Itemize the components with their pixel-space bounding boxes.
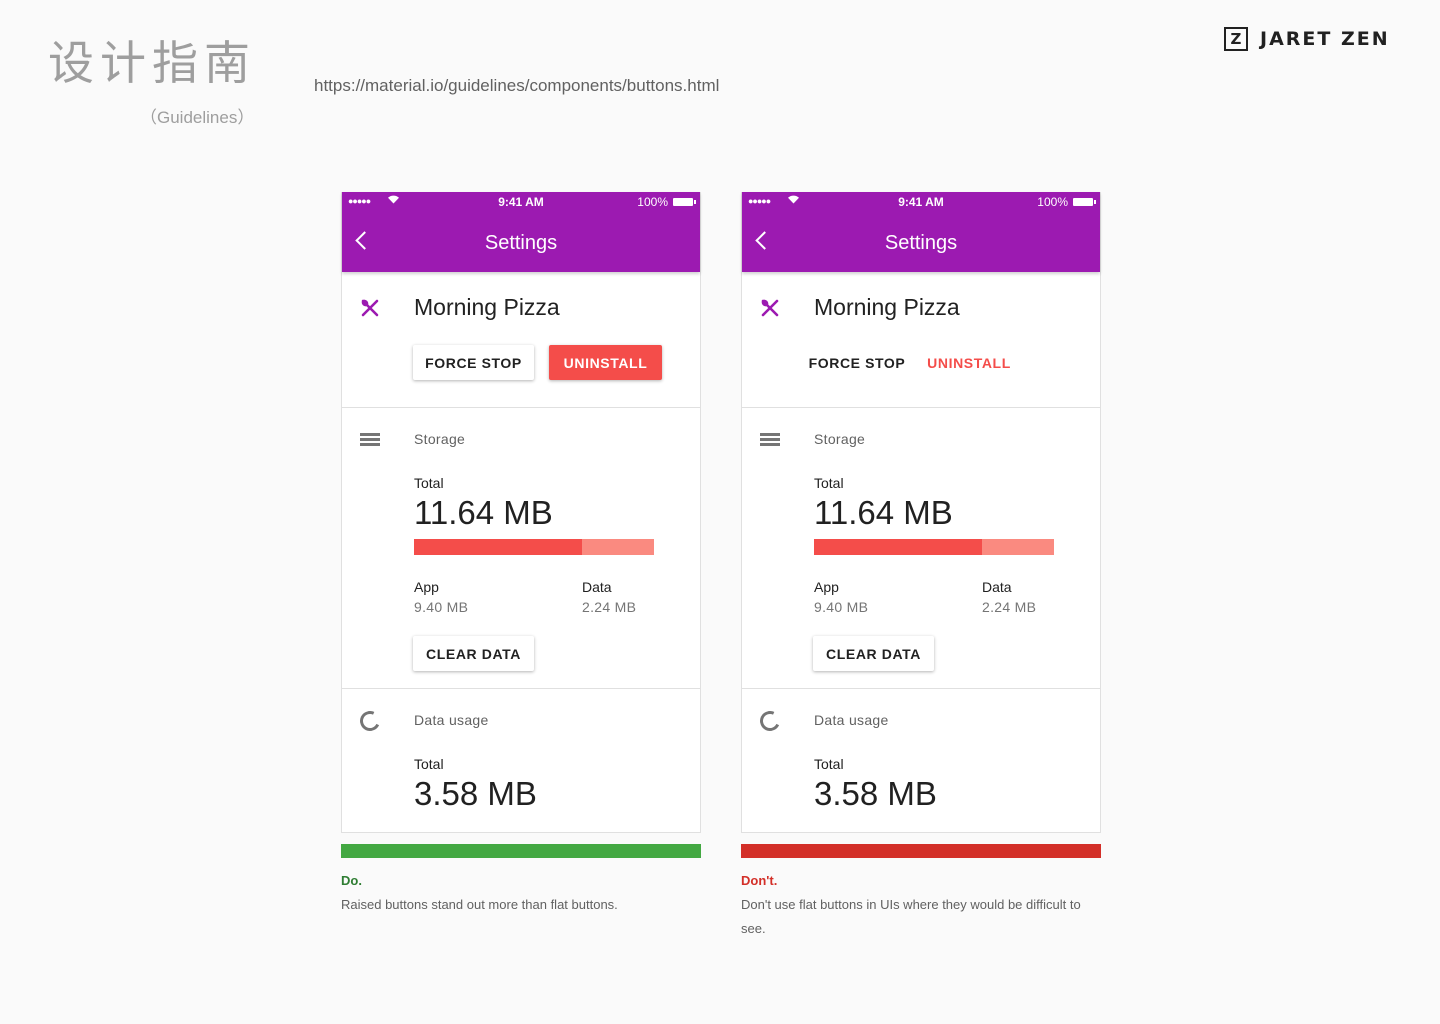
storage-total-label: Total — [814, 475, 844, 491]
guide-subtitle: （Guidelines） — [140, 108, 255, 127]
restaurant-icon — [361, 299, 379, 317]
battery-percent: 100% — [637, 195, 668, 209]
storage-total-label: Total — [414, 475, 444, 491]
app-size-value: 9.40 MB — [814, 599, 869, 615]
data-usage-section: Data usage Total 3.58 MB — [342, 689, 700, 832]
phone-screen: ●●●●● 9:41 AM 100% Settings Morning Pizz… — [341, 192, 701, 833]
app-bar: ●●●●● 9:41 AM 100% Settings — [342, 192, 700, 272]
storage-icon — [760, 433, 780, 447]
status-time: 9:41 AM — [898, 195, 944, 209]
battery-icon — [1073, 198, 1096, 206]
status-bar: ●●●●● 9:41 AM 100% — [342, 192, 700, 212]
do-example-panel: ●●●●● 9:41 AM 100% Settings Morning Pizz… — [341, 192, 701, 917]
clear-data-button[interactable]: CLEAR DATA — [413, 636, 534, 671]
uninstall-button[interactable]: UNINSTALL — [927, 354, 1011, 371]
dont-example-panel: ●●●●● 9:41 AM 100% Settings Morning Pizz… — [741, 192, 1101, 941]
battery-percent: 100% — [1037, 195, 1068, 209]
data-usage-icon — [357, 708, 383, 734]
data-usage-total-label: Total — [414, 756, 444, 772]
do-label: Do. — [341, 873, 362, 888]
storage-section: Storage Total 11.64 MB App 9.40 MB Data … — [742, 408, 1100, 689]
status-bar: ●●●●● 9:41 AM 100% — [742, 192, 1100, 212]
storage-label: Storage — [414, 431, 466, 447]
data-usage-total-value: 3.58 MB — [414, 775, 537, 812]
storage-data-segment — [582, 539, 654, 555]
brand-name: JARET ZEN — [1260, 28, 1390, 50]
guide-title: 设计指南 — [48, 36, 256, 90]
storage-data-segment — [982, 539, 1054, 555]
storage-app-segment — [414, 539, 582, 555]
app-size-label: App — [814, 579, 839, 595]
screen-title: Settings — [884, 232, 958, 254]
do-note: Raised buttons stand out more than flat … — [341, 897, 618, 912]
data-usage-icon — [757, 708, 783, 734]
app-size-label: App — [414, 579, 439, 595]
storage-total-value: 11.64 MB — [414, 494, 553, 531]
wifi-icon — [787, 194, 800, 207]
battery-icon — [673, 198, 696, 206]
data-usage-label: Data usage — [414, 712, 489, 728]
guide-url[interactable]: https://material.io/guidelines/component… — [314, 76, 720, 95]
restaurant-icon — [761, 299, 779, 317]
storage-usage-bar — [814, 539, 1054, 555]
clear-data-button[interactable]: CLEAR DATA — [813, 636, 934, 671]
uninstall-button[interactable]: UNINSTALL — [549, 345, 662, 380]
wifi-icon — [387, 194, 400, 207]
storage-section: Storage Total 11.64 MB App 9.40 MB Data … — [342, 408, 700, 689]
brand: Z JARET ZEN — [1224, 27, 1390, 51]
app-size-value: 9.40 MB — [414, 599, 469, 615]
phone-screen: ●●●●● 9:41 AM 100% Settings Morning Pizz… — [741, 192, 1101, 833]
dont-indicator-bar — [741, 844, 1101, 858]
force-stop-button[interactable]: FORCE STOP — [413, 345, 534, 380]
app-section: Morning Pizza FORCE STOP UNINSTALL — [742, 272, 1100, 408]
storage-usage-bar — [414, 539, 654, 555]
brand-logo-icon: Z — [1224, 27, 1248, 51]
do-indicator-bar — [341, 844, 701, 858]
dont-note: Don't use flat buttons in UIs where they… — [741, 897, 1081, 936]
storage-total-value: 11.64 MB — [814, 494, 953, 531]
data-usage-label: Data usage — [814, 712, 889, 728]
data-usage-section: Data usage Total 3.58 MB — [742, 689, 1100, 832]
storage-app-segment — [814, 539, 982, 555]
signal-icon: ●●●●● — [748, 196, 771, 206]
storage-icon — [360, 433, 380, 447]
data-usage-total-value: 3.58 MB — [814, 775, 937, 812]
app-bar: ●●●●● 9:41 AM 100% Settings — [742, 192, 1100, 272]
app-name: Morning Pizza — [414, 294, 560, 320]
data-size-value: 2.24 MB — [982, 599, 1037, 615]
data-size-label: Data — [982, 579, 1012, 595]
dont-label: Don't. — [741, 873, 778, 888]
data-size-value: 2.24 MB — [582, 599, 637, 615]
screen-title: Settings — [484, 232, 558, 254]
data-usage-total-label: Total — [814, 756, 844, 772]
status-time: 9:41 AM — [498, 195, 544, 209]
data-size-label: Data — [582, 579, 612, 595]
app-section: Morning Pizza FORCE STOP UNINSTALL — [342, 272, 700, 408]
storage-label: Storage — [814, 431, 866, 447]
app-name: Morning Pizza — [814, 294, 960, 320]
force-stop-button[interactable]: FORCE STOP — [808, 354, 906, 371]
signal-icon: ●●●●● — [348, 196, 371, 206]
